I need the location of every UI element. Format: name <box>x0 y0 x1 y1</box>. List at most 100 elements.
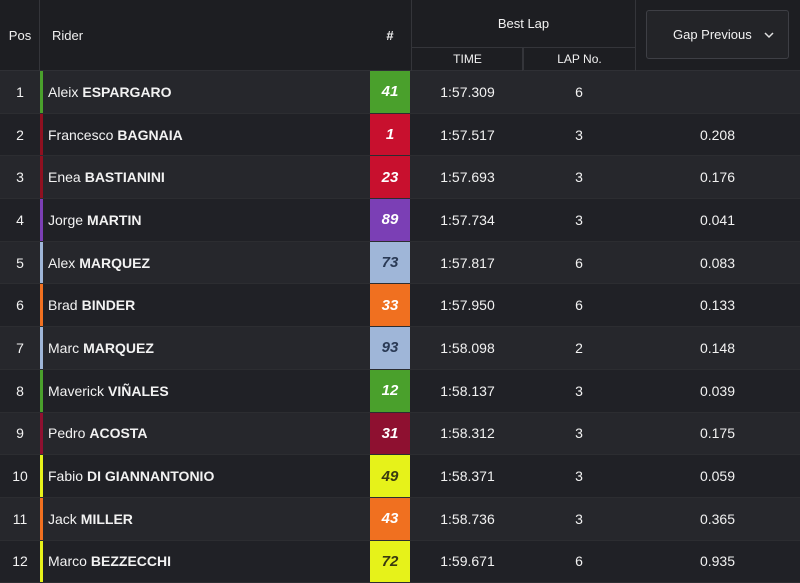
header-time: TIME <box>453 51 482 66</box>
rider-last-name: MARQUEZ <box>79 254 151 271</box>
rider-name: Francesco BAGNAIA <box>40 114 370 156</box>
gap-previous: 0.148 <box>699 339 736 356</box>
best-lap-time: 1:58.371 <box>440 468 495 485</box>
row-position: 3 <box>16 169 24 186</box>
rider-first-name: Marc <box>48 339 80 356</box>
rider-last-name: BASTIANINI <box>84 169 165 186</box>
rider-number-badge: 43 <box>370 497 410 540</box>
gap-previous: 0.133 <box>699 297 736 314</box>
header-lap-no: LAP No. <box>523 47 635 70</box>
rider-number-badge: 31 <box>370 412 410 455</box>
team-color-bar <box>40 241 43 284</box>
best-lap-number: 3 <box>575 468 583 485</box>
rider-name: Enea BASTIANINI <box>40 156 370 198</box>
table-row[interactable]: 7 Marc MARQUEZ 93 1:58.098 2 0.148 <box>0 327 800 370</box>
rider-number-badge: 72 <box>370 540 410 583</box>
header-rider: Rider <box>52 27 84 43</box>
team-color-bar <box>40 455 43 497</box>
rider-first-name: Maverick <box>48 382 105 399</box>
table-row[interactable]: 12 Marco BEZZECCHI 72 1:59.671 6 0.935 <box>0 540 800 583</box>
rider-first-name: Jorge <box>48 211 84 228</box>
header-number: # <box>386 27 394 43</box>
rider-last-name: VIÑALES <box>108 382 169 399</box>
gap-previous-label: Gap Previous <box>673 27 752 42</box>
best-lap-time: 1:57.817 <box>440 254 495 271</box>
best-lap-number: 3 <box>575 126 583 143</box>
team-color-bar <box>40 156 43 199</box>
chevron-down-icon <box>764 31 774 38</box>
gap-previous: 0.935 <box>699 553 736 570</box>
best-lap-time: 1:58.137 <box>440 382 495 399</box>
rider-name: Jorge MARTIN <box>40 199 370 241</box>
table-row[interactable]: 4 Jorge MARTIN 89 1:57.734 3 0.041 <box>0 199 800 242</box>
rider-number-badge: 1 <box>370 113 410 156</box>
table-body: 1 Aleix ESPARGARO 41 1:57.309 6 2 France… <box>0 71 800 583</box>
row-position: 8 <box>16 382 24 399</box>
rider-last-name: ESPARGARO <box>82 83 172 100</box>
row-position: 6 <box>16 297 24 314</box>
team-color-bar <box>40 113 43 156</box>
rider-name: Jack MILLER <box>40 498 370 540</box>
best-lap-number: 6 <box>575 553 583 570</box>
row-position: 7 <box>16 339 24 356</box>
rider-first-name: Jack <box>48 510 77 527</box>
table-row[interactable]: 1 Aleix ESPARGARO 41 1:57.309 6 <box>0 71 800 114</box>
table-row[interactable]: 9 Pedro ACOSTA 31 1:58.312 3 0.175 <box>0 412 800 456</box>
gap-previous: 0.365 <box>699 510 736 527</box>
best-lap-time: 1:57.950 <box>440 297 495 314</box>
row-position: 5 <box>16 254 24 271</box>
row-position: 11 <box>12 510 28 527</box>
rider-last-name: MARQUEZ <box>83 339 154 356</box>
best-lap-number: 3 <box>575 510 583 527</box>
gap-previous: 0.059 <box>699 468 736 485</box>
best-lap-time: 1:57.517 <box>440 126 495 143</box>
row-position: 2 <box>16 126 24 143</box>
gap-previous: 0.039 <box>699 382 736 399</box>
row-position: 4 <box>16 211 24 228</box>
team-color-bar <box>40 327 43 369</box>
rider-first-name: Marco <box>48 553 87 570</box>
best-lap-number: 2 <box>575 339 583 356</box>
rider-number-badge: 33 <box>370 284 410 327</box>
best-lap-number: 6 <box>575 254 583 271</box>
rider-first-name: Fabio <box>48 468 84 485</box>
best-lap-time: 1:57.693 <box>440 169 495 186</box>
rider-number-badge: 41 <box>370 71 410 113</box>
rider-last-name: BEZZECCHI <box>90 553 172 570</box>
rider-first-name: Aleix <box>48 83 79 100</box>
table-row[interactable]: 5 Alex MARQUEZ 73 1:57.817 6 0.083 <box>0 241 800 285</box>
table-row[interactable]: 2 Francesco BAGNAIA 1 1:57.517 3 0.208 <box>0 113 800 157</box>
team-color-bar <box>40 71 43 113</box>
table-row[interactable]: 8 Maverick VIÑALES 12 1:58.137 3 0.039 <box>0 369 800 413</box>
rider-first-name: Brad <box>48 297 78 314</box>
best-lap-number: 6 <box>575 83 583 100</box>
rider-name: Marc MARQUEZ <box>40 327 370 369</box>
table-row[interactable]: 3 Enea BASTIANINI 23 1:57.693 3 0.176 <box>0 156 800 200</box>
team-color-bar <box>40 497 43 540</box>
table-row[interactable]: 10 Fabio DI GIANNANTONIO 49 1:58.371 3 0… <box>0 455 800 498</box>
rider-last-name: BINDER <box>81 297 136 314</box>
table-row[interactable]: 6 Brad BINDER 33 1:57.950 6 0.133 <box>0 284 800 328</box>
rider-name: Alex MARQUEZ <box>40 242 370 284</box>
gap-previous: 0.176 <box>699 169 736 186</box>
team-color-bar <box>40 284 43 327</box>
best-lap-number: 3 <box>575 211 583 228</box>
rider-name: Pedro ACOSTA <box>40 413 370 455</box>
row-position: 10 <box>12 468 28 485</box>
rider-last-name: MARTIN <box>87 211 142 228</box>
rider-name: Brad BINDER <box>40 284 370 326</box>
rider-first-name: Enea <box>48 169 81 186</box>
rider-name: Maverick VIÑALES <box>40 370 370 412</box>
team-color-bar <box>40 540 43 583</box>
rider-number-badge: 49 <box>370 455 410 497</box>
rider-name: Fabio DI GIANNANTONIO <box>40 455 370 497</box>
table-row[interactable]: 11 Jack MILLER 43 1:58.736 3 0.365 <box>0 497 800 541</box>
best-lap-time: 1:57.309 <box>440 83 495 100</box>
gap-previous: 0.041 <box>699 211 736 228</box>
header-best-lap: Best Lap <box>497 16 550 31</box>
gap-previous: 0.175 <box>699 425 736 442</box>
gap-previous-dropdown[interactable]: Gap Previous <box>646 10 789 59</box>
team-color-bar <box>40 199 43 241</box>
rider-number-badge: 89 <box>370 199 410 241</box>
